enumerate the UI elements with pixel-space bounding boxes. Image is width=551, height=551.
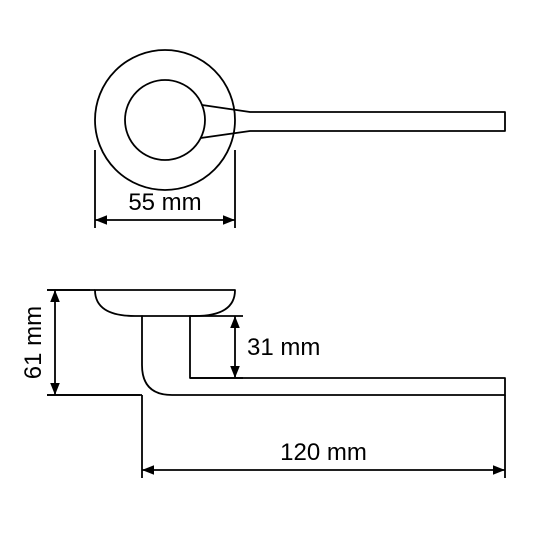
dim-61-label: 61 mm (20, 306, 47, 379)
dim-120-label: 120 mm (280, 439, 367, 466)
dim-31-label: 31 mm (247, 334, 320, 361)
dim-55-label: 55 mm (128, 189, 201, 216)
